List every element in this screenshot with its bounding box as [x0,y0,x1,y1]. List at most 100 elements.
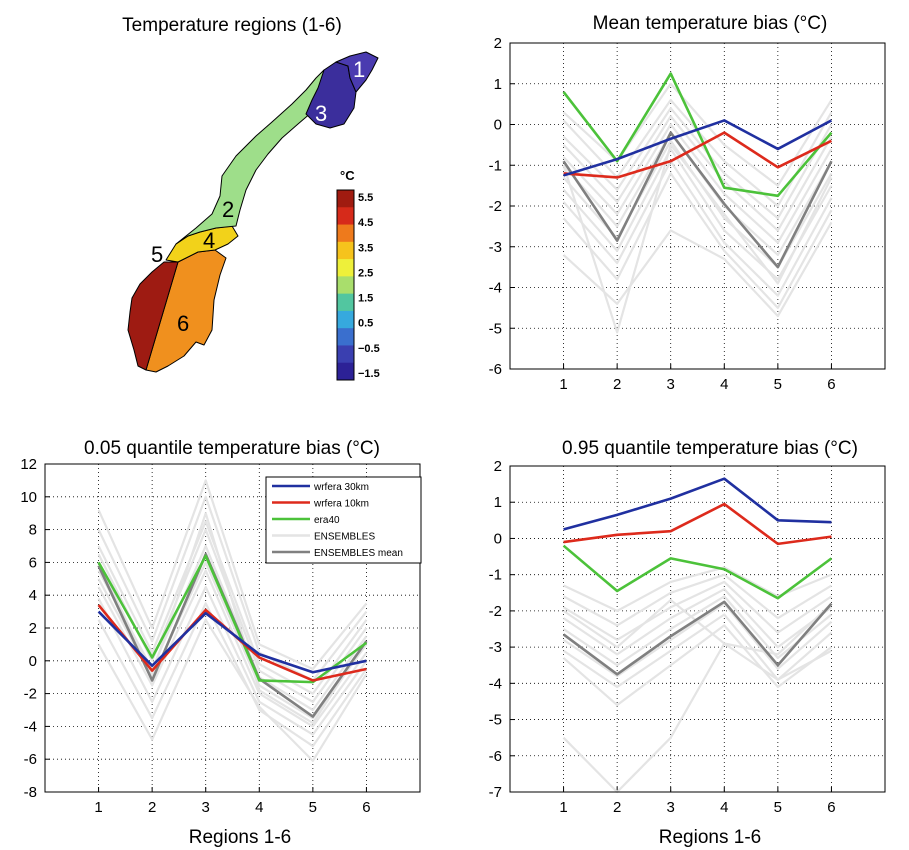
y-tick-label: -3 [489,639,502,656]
colorbar-band [337,276,354,295]
y-tick-label: 0 [494,530,502,547]
region-label-2: 2 [222,197,234,222]
region-5 [127,261,179,371]
y-tick-label: -4 [24,718,37,735]
series-line-ensembles [97,544,368,712]
plot-frame [44,463,421,793]
plot-frame [509,42,886,370]
legend-label: era40 [314,515,340,526]
x-tick-label: 6 [362,799,370,816]
series-line-ensembles [562,160,833,297]
series-line-ensembles [562,595,833,667]
legend-label: ENSEMBLES mean [314,548,403,559]
y-tick-label: 8 [29,522,37,539]
colorbar-band [337,224,354,243]
colorbar-band [337,207,354,226]
chart-q05: 0.05 quantile temperature bias (°C) Regi… [20,438,422,848]
series-line-ensembles [562,624,833,707]
x-tick-label: 4 [720,799,728,816]
y-tick-label: -2 [489,198,502,215]
plot-frame [509,465,886,793]
colorbar-unit: °C [340,168,355,183]
series-line-ensembles [562,588,833,656]
y-tick-label: 2 [29,620,37,637]
y-tick-label: -6 [489,748,502,765]
legend-label: ENSEMBLES [314,532,375,543]
colorbar-band [337,345,354,364]
map-title: Temperature regions (1-6) [122,15,342,36]
series-line-era40 [97,554,368,684]
y-tick-label: -1 [489,157,502,174]
chart-title: 0.05 quantile temperature bias (°C) [84,438,380,459]
x-tick-label: 1 [559,376,567,393]
colorbar-tick-label: 3.5 [358,242,373,254]
y-tick-label: -8 [24,784,37,801]
y-tick-label: -1 [489,567,502,584]
x-tick-label: 4 [720,376,728,393]
map-panel: Temperature regions (1-6) 1 2 3 4 5 6 °C [122,15,380,381]
region-label-3: 3 [315,101,327,126]
series-line-ensembles [562,613,833,689]
series-line-ensmean [562,600,833,676]
norway-map [127,51,379,373]
y-tick-label: 6 [29,554,37,571]
colorbar-tick-label: −1.5 [358,368,380,380]
series-line-wrfera30 [563,477,832,531]
series-line-wrfera10 [563,502,832,546]
colorbar-band [337,293,354,312]
series-line-ensmean [562,131,833,269]
y-tick-label: 0 [494,117,502,134]
y-tick-label: -4 [489,280,502,297]
plot-area: -7 -6 -5 -4 -3 -2 -1 0 1 2 1 2 3 4 5 6 [489,458,886,816]
colorbar-band [337,328,354,346]
x-tick-label: 1 [559,799,567,816]
chart-title: Mean temperature bias (°C) [593,13,828,34]
x-tick-label: 5 [774,376,782,393]
y-tick-label: 0 [29,653,37,670]
x-tick-label: 1 [94,799,102,816]
plot-background [510,466,885,792]
plot-area: -6 -5 -4 -3 -2 -1 0 1 2 1 2 3 4 5 6 [489,35,886,393]
series-line-ensembles [97,585,368,736]
colorbar-tick-label: 5.5 [358,192,373,204]
colorbar-band [337,362,354,381]
series-line-ensembles [562,172,833,309]
series-line-ensembles [97,479,368,671]
x-tick-label: 5 [309,799,317,816]
colorbar-band [337,190,354,208]
region-label-4: 4 [203,228,215,253]
colorbar-band [337,241,354,260]
series-line-ensembles [562,82,833,187]
y-tick-label: 1 [494,76,502,93]
colorbar-tick-label: 1.5 [358,293,373,305]
series-line-era40 [562,544,833,600]
colorbar-band [337,310,354,329]
series-line-ensembles [97,618,368,762]
series-line-ensembles [562,598,833,656]
region-2 [175,69,331,245]
y-tick-label: 12 [20,456,37,473]
series-line-wrfera30 [97,610,367,674]
y-tick-label: -5 [489,320,502,337]
chart-q95: 0.95 quantile temperature bias (°C) Regi… [489,438,886,848]
region-label-5: 5 [151,242,163,267]
series-line-ensembles [562,115,833,232]
x-axis-label: Regions 1-6 [659,827,761,848]
y-tick-label: 1 [494,494,502,511]
x-tick-label: 6 [827,376,835,393]
colorbar-bands [337,190,354,381]
x-tick-label: 6 [827,799,835,816]
colorbar-ticks: 5.5 4.5 3.5 2.5 1.5 0.5 −0.5 −1.5 [358,192,380,380]
x-tick-label: 2 [148,799,156,816]
colorbar-band [337,259,354,277]
y-tick-label: 4 [29,587,37,604]
series-line-ensembles [562,221,833,318]
chart-mean: Mean temperature bias (°C) -6 -5 -4 -3 -2 -1 0… [489,13,886,393]
x-tick-label: 2 [613,799,621,816]
x-axis-label: Regions 1-6 [189,827,291,848]
series-line-ensembles [97,602,368,748]
y-tick-label: 10 [20,489,37,506]
legend-items: wrfera 30km wrfera 10km era40 ENSEMBLES ENSE… [272,482,403,559]
series-line-ensembles [562,107,833,220]
x-tick-label: 3 [202,799,210,816]
